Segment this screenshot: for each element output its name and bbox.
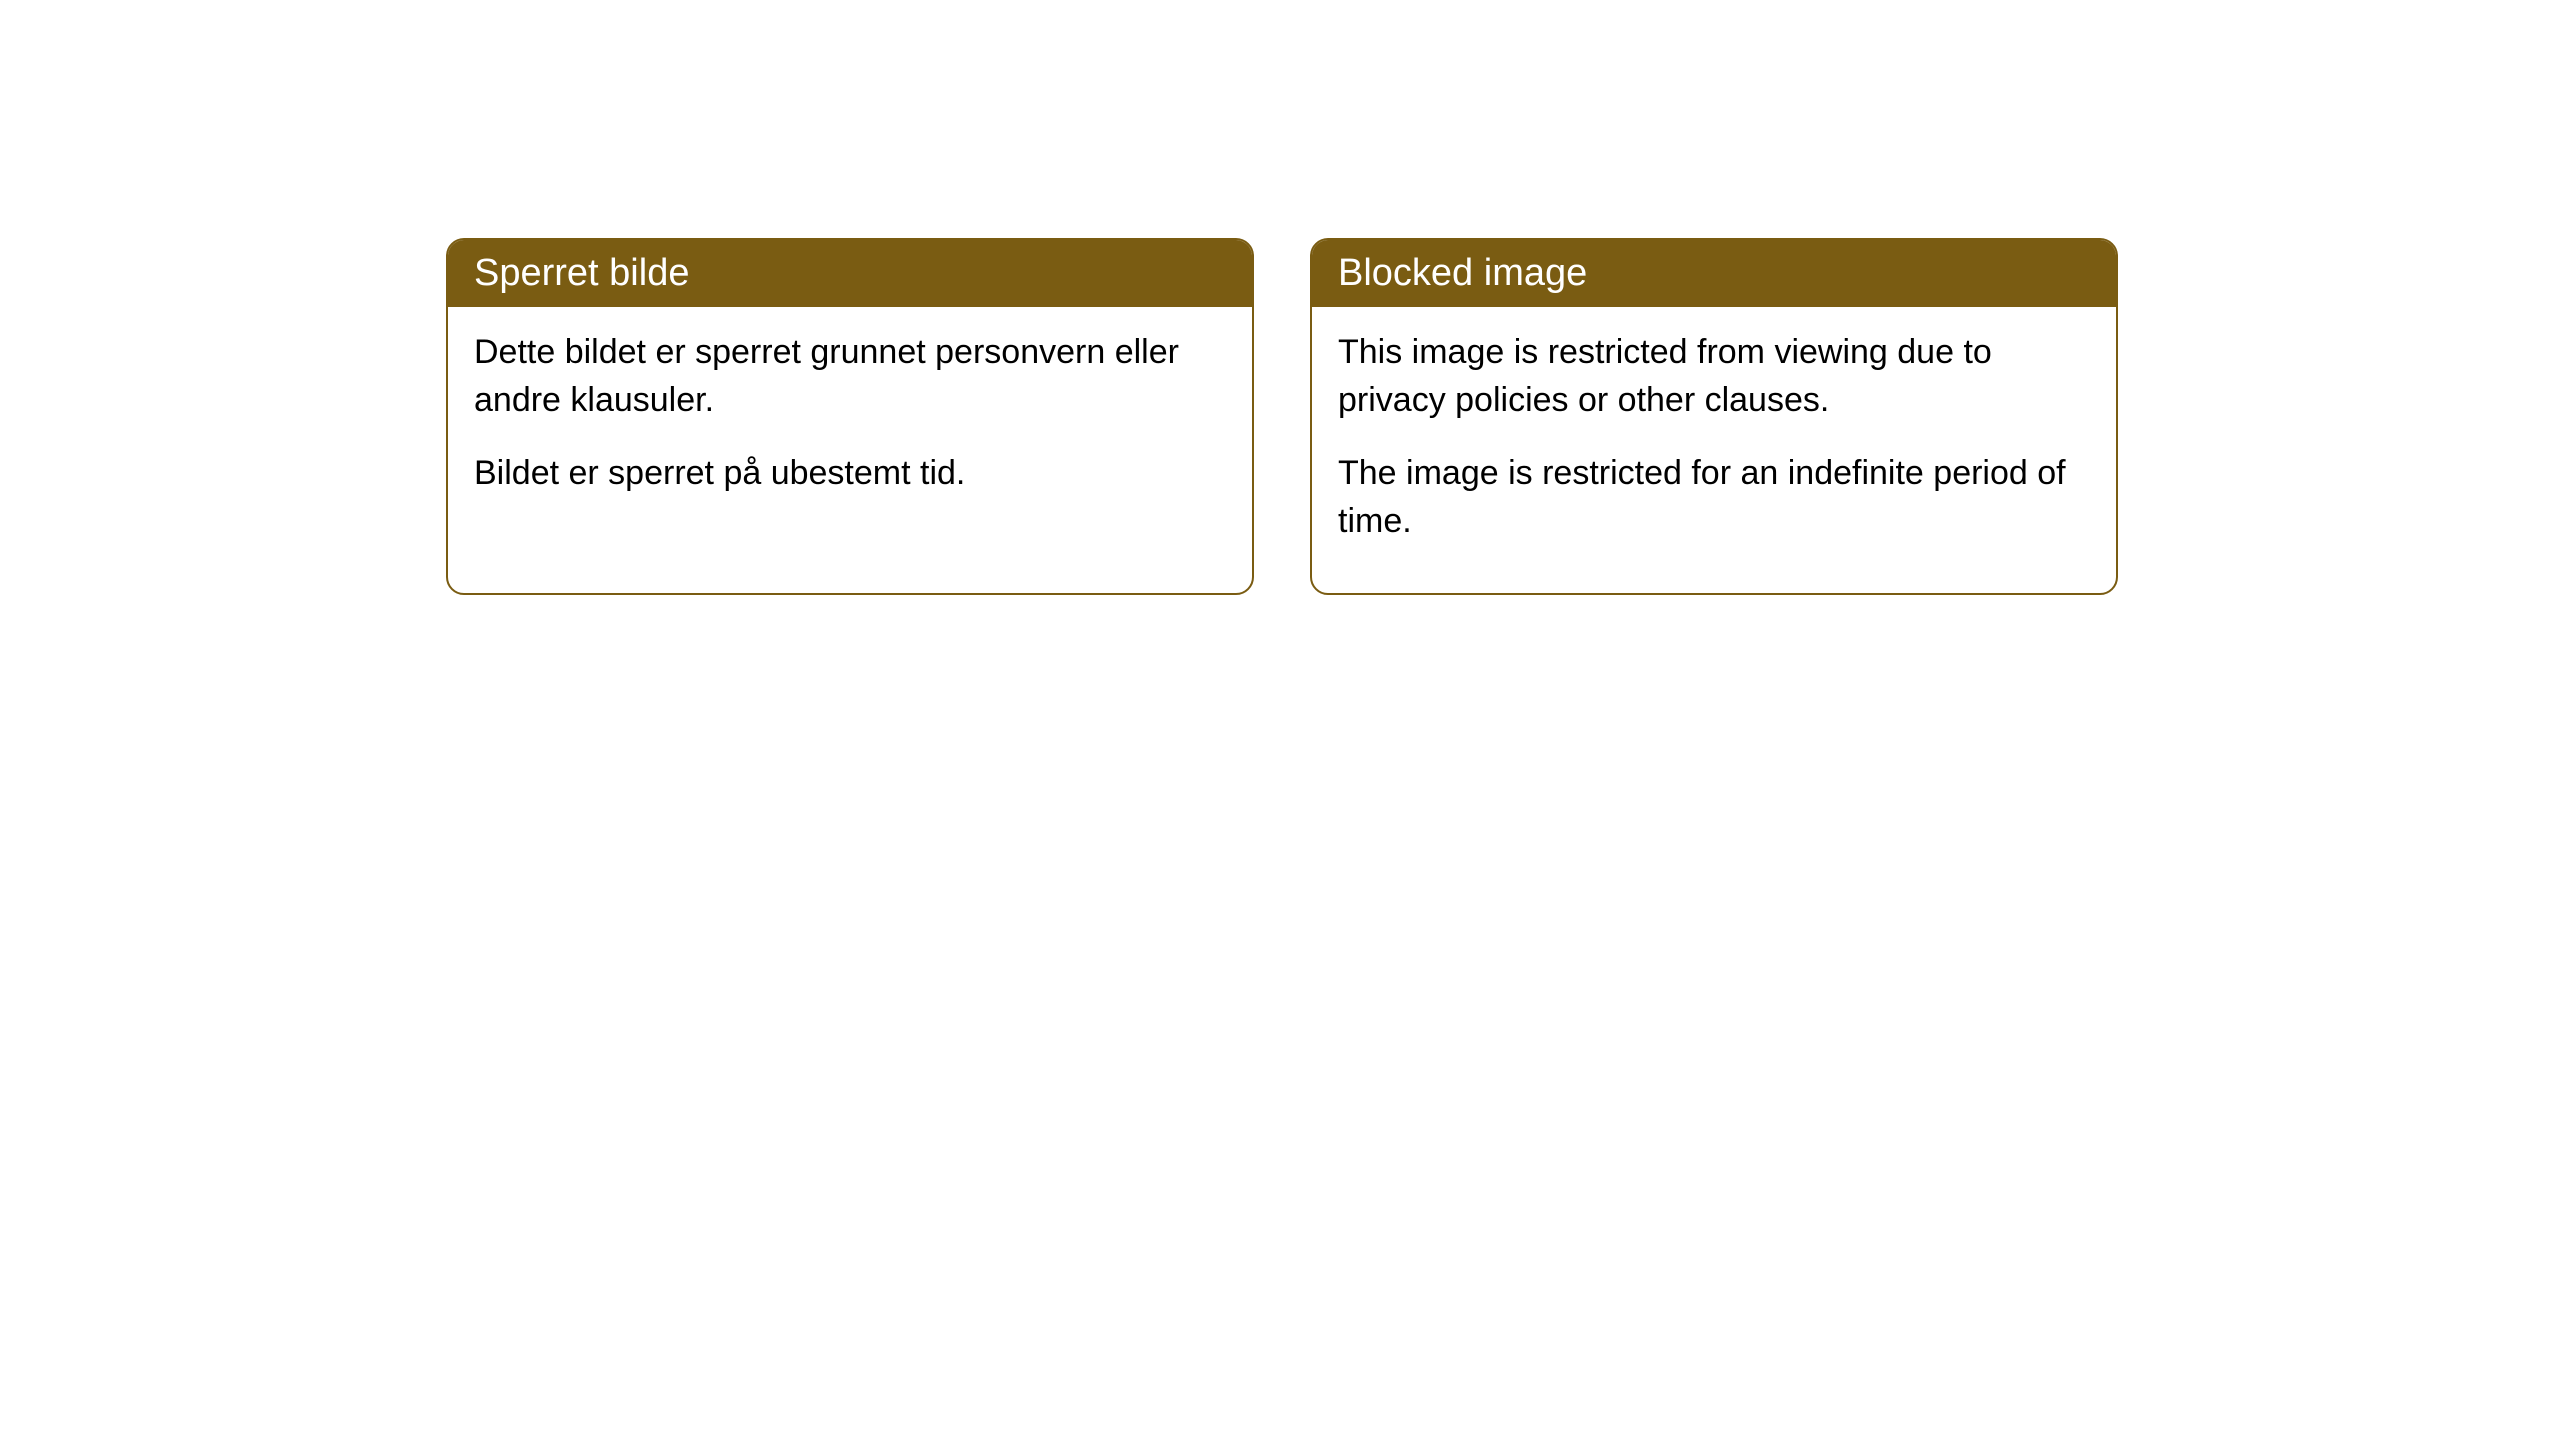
card-text-line1: This image is restricted from viewing du… (1338, 329, 2090, 424)
notice-cards-container: Sperret bilde Dette bildet er sperret gr… (446, 238, 2118, 595)
card-body-norwegian: Dette bildet er sperret grunnet personve… (448, 307, 1252, 546)
card-title: Sperret bilde (474, 252, 689, 294)
blocked-image-card-norwegian: Sperret bilde Dette bildet er sperret gr… (446, 238, 1254, 595)
card-text-line1: Dette bildet er sperret grunnet personve… (474, 329, 1226, 424)
card-title: Blocked image (1338, 252, 1587, 294)
card-header-norwegian: Sperret bilde (448, 240, 1252, 307)
card-header-english: Blocked image (1312, 240, 2116, 307)
card-body-english: This image is restricted from viewing du… (1312, 307, 2116, 593)
blocked-image-card-english: Blocked image This image is restricted f… (1310, 238, 2118, 595)
card-text-line2: The image is restricted for an indefinit… (1338, 450, 2090, 545)
card-text-line2: Bildet er sperret på ubestemt tid. (474, 450, 1226, 498)
